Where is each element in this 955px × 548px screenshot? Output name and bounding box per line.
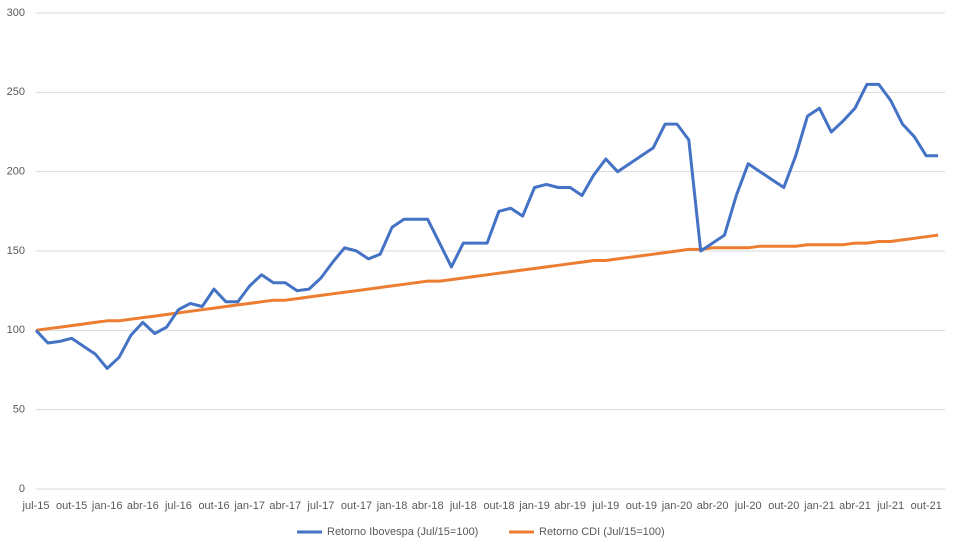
x-tick-label: out-15 xyxy=(56,500,87,512)
x-tick-label: abr-19 xyxy=(554,500,586,512)
x-tick-label: abr-18 xyxy=(412,500,444,512)
y-tick-label: 300 xyxy=(7,7,25,19)
x-tick-label: jan-17 xyxy=(233,500,265,512)
x-tick-label: out-16 xyxy=(198,500,229,512)
y-tick-label: 50 xyxy=(13,404,25,416)
x-tick-label: abr-20 xyxy=(697,500,729,512)
series-line xyxy=(35,233,939,332)
x-tick-label: abr-16 xyxy=(127,500,159,512)
x-tick-label: jul-19 xyxy=(591,500,619,512)
x-tick-label: jan-16 xyxy=(91,500,123,512)
y-tick-label: 200 xyxy=(7,166,25,178)
x-tick-label: out-21 xyxy=(911,500,942,512)
x-tick-label: abr-17 xyxy=(269,500,301,512)
x-tick-label: out-20 xyxy=(768,500,799,512)
x-tick-label: jul-20 xyxy=(734,500,762,512)
x-tick-label: jul-21 xyxy=(876,500,904,512)
series-line xyxy=(34,82,939,370)
y-tick-label: 150 xyxy=(7,245,25,257)
x-tick-label: abr-21 xyxy=(839,500,871,512)
x-tick-label: jul-17 xyxy=(306,500,334,512)
y-tick-label: 0 xyxy=(19,483,25,495)
legend-label: Retorno Ibovespa (Jul/15=100) xyxy=(327,526,478,538)
x-tick-label: jan-18 xyxy=(376,500,408,512)
x-tick-label: jan-21 xyxy=(803,500,835,512)
x-tick-label: out-18 xyxy=(483,500,514,512)
x-tick-label: jan-19 xyxy=(518,500,550,512)
x-tick-label: jul-18 xyxy=(449,500,477,512)
x-tick-label: jul-15 xyxy=(22,500,50,512)
x-tick-label: jul-16 xyxy=(164,500,192,512)
y-tick-label: 100 xyxy=(7,324,25,336)
x-tick-label: out-19 xyxy=(626,500,657,512)
legend-label: Retorno CDI (Jul/15=100) xyxy=(539,526,665,538)
x-tick-label: jan-20 xyxy=(661,500,693,512)
x-tick-label: out-17 xyxy=(341,500,372,512)
y-tick-label: 250 xyxy=(7,86,25,98)
